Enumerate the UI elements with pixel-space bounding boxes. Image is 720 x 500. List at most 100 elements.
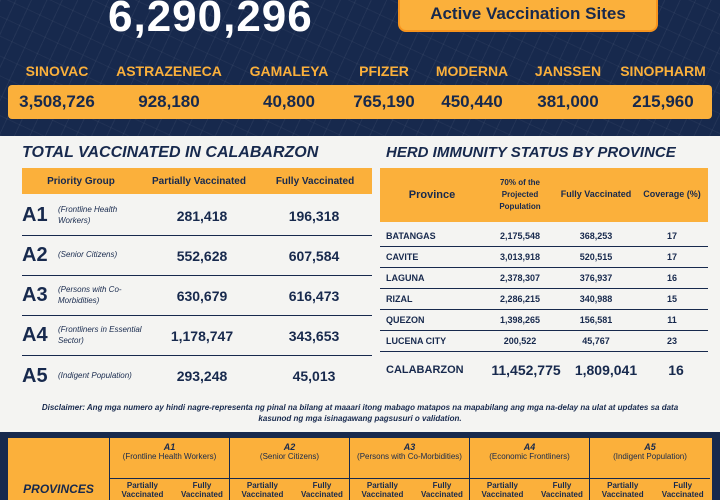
- full-value: 196,318: [288, 207, 340, 224]
- coverage-value: 17: [666, 231, 677, 241]
- full-value: 368,253: [579, 231, 613, 241]
- column-code: A5: [644, 442, 656, 452]
- sub-partial: Partially Vaccinated: [481, 480, 524, 500]
- vaccine-brand-row: SINOVAC ASTRAZENECA GAMALEYA PFIZER MODE…: [8, 57, 712, 127]
- vaccine-name: JANSSEN: [534, 63, 602, 79]
- province-name: RIZAL: [386, 294, 413, 304]
- full-value: 520,515: [579, 252, 613, 262]
- coverage-value: 15: [666, 294, 677, 304]
- province-name: CAVITE: [386, 252, 419, 262]
- projected-value: 2,175,548: [499, 231, 541, 241]
- sub-partial: Partially Vaccinated: [241, 480, 284, 500]
- table-row: QUEZON 1,398,265 156,581 11: [380, 310, 708, 331]
- vaccine-names: SINOVAC ASTRAZENECA GAMALEYA PFIZER MODE…: [8, 57, 712, 85]
- priority-desc: (Senior Citizens): [58, 250, 118, 260]
- coverage-value: 17: [666, 252, 677, 262]
- header-partially-vaccinated: Partially Vaccinated: [152, 175, 246, 187]
- province-name: QUEZON: [386, 315, 425, 325]
- projected-value: 2,286,215: [499, 294, 541, 304]
- sub-full: Fully Vaccinated: [181, 480, 223, 500]
- total-doses-number: 6,290,296: [108, 0, 313, 41]
- column-desc: (Persons with Co-Morbidities): [357, 452, 462, 461]
- full-value: 340,988: [579, 294, 613, 304]
- priority-column: A4 (Economic Frontliners) Partially Vacc…: [470, 438, 590, 500]
- vaccine-value: 381,000: [537, 92, 599, 111]
- coverage-value: 16: [666, 273, 677, 283]
- vaccine-name: GAMALEYA: [249, 63, 329, 79]
- column-desc: (Indigent Population): [613, 452, 687, 461]
- table-row: LAGUNA 2,378,307 376,937 16: [380, 268, 708, 289]
- projected-value: 3,013,918: [499, 252, 541, 262]
- priority-column: A3 (Persons with Co-Morbidities) Partial…: [350, 438, 470, 500]
- projected-value: 2,378,307: [499, 273, 541, 283]
- province-name: BATANGAS: [386, 231, 436, 241]
- top-banner: 6,290,296 Active Vaccination Sites SINOV…: [0, 0, 720, 136]
- column-subheaders: Partially Vaccinated Fully Vaccinated: [110, 477, 229, 500]
- province-table-header: Province 70% of the Projected Population…: [380, 168, 708, 222]
- priority-column: A5 (Indigent Population) Partially Vacci…: [590, 438, 710, 500]
- column-code: A1: [163, 442, 176, 452]
- full-value: 343,653: [288, 327, 340, 344]
- herd-immunity-title: HERD IMMUNITY STATUS BY PROVINCE: [386, 144, 676, 161]
- partial-value: 281,418: [176, 207, 228, 224]
- vaccine-name: ASTRAZENECA: [116, 63, 222, 79]
- priority-desc: (Frontline Health Workers): [58, 205, 118, 225]
- active-sites-label: Active Vaccination Sites: [398, 0, 658, 32]
- priority-desc: (Frontliners in Essential Sector): [58, 325, 142, 345]
- table-row: LUCENA CITY 200,522 45,767 23: [380, 331, 708, 352]
- disclaimer-text: Disclaimer: Ang mga numero ay hindi nagr…: [41, 403, 679, 424]
- column-desc: (Senior Citizens): [259, 452, 320, 461]
- table-row: CAVITE 3,013,918 520,515 17: [380, 247, 708, 268]
- vaccine-name: PFIZER: [359, 63, 409, 79]
- table-row: A2 (Senior Citizens) 552,628 607,584: [22, 236, 372, 276]
- sub-full: Fully Vaccinated: [421, 480, 463, 500]
- priority-code: A3: [22, 284, 48, 306]
- vaccine-value: 215,960: [632, 92, 694, 111]
- region-total-row: CALABARZON 11,452,775 1,809,041 16: [380, 358, 708, 382]
- priority-desc: (Persons with Co-Morbidities): [58, 285, 122, 305]
- total-vaccinated-title: TOTAL VACCINATED IN CALABARZON: [22, 144, 319, 161]
- sub-partial: Partially Vaccinated: [361, 480, 404, 500]
- full-value: 45,767: [582, 336, 610, 346]
- priority-code: A5: [22, 364, 48, 387]
- vaccine-value: 450,440: [441, 92, 503, 111]
- priority-code: A1: [22, 204, 48, 226]
- sub-partial: Partially Vaccinated: [121, 480, 164, 500]
- partial-value: 1,178,747: [170, 327, 234, 344]
- header-province: Province: [408, 189, 456, 201]
- partial-value: 630,679: [176, 287, 228, 304]
- table-row: A4 (Frontliners in Essential Sector) 1,1…: [22, 316, 372, 356]
- column-subheaders: Partially Vaccinated Fully Vaccinated: [230, 477, 349, 500]
- table-row: A1 (Frontline Health Workers) 281,418 19…: [22, 196, 372, 236]
- sub-full: Fully Vaccinated: [541, 480, 583, 500]
- region-projected: 11,452,775: [491, 362, 561, 378]
- header-priority-group: Priority Group: [47, 175, 115, 187]
- sub-full: Fully Vaccinated: [661, 480, 704, 500]
- table-row: A5 (Indigent Population) 293,248 45,013: [22, 356, 372, 396]
- priority-table-body: A1 (Frontline Health Workers) 281,418 19…: [22, 196, 372, 396]
- vaccine-name: SINOPHARM: [620, 63, 706, 79]
- province-name: LUCENA CITY: [386, 336, 447, 346]
- table-row: BATANGAS 2,175,548 368,253 17: [380, 226, 708, 247]
- provinces-label: PROVINCES: [8, 438, 110, 500]
- bottom-panel: PROVINCES A1 (Frontline Health Workers) …: [0, 432, 720, 500]
- region-coverage: 16: [668, 362, 684, 378]
- projected-value: 1,398,265: [499, 315, 541, 325]
- priority-desc: (Indigent Population): [58, 370, 132, 380]
- full-value: 616,473: [288, 287, 340, 304]
- coverage-value: 11: [667, 315, 677, 325]
- header-fully-vaccinated: Fully Vaccinated: [275, 175, 355, 187]
- header-fully: Fully Vaccinated: [560, 189, 632, 200]
- coverage-value: 23: [666, 336, 677, 346]
- header-projected: 70% of the Projected Population: [499, 178, 541, 211]
- table-row: A3 (Persons with Co-Morbidities) 630,679…: [22, 276, 372, 316]
- vaccine-name: MODERNA: [435, 63, 509, 79]
- column-desc: (Economic Frontliners): [489, 452, 570, 461]
- column-code: A3: [403, 442, 416, 452]
- vaccine-values: 3,508,726 928,180 40,800 765,190 450,440…: [8, 85, 712, 119]
- column-code: A4: [523, 442, 536, 452]
- vaccine-value: 928,180: [138, 92, 200, 111]
- column-subheaders: Partially Vaccinated Fully Vaccinated: [590, 477, 710, 500]
- full-value: 376,937: [579, 273, 613, 283]
- vaccine-value: 40,800: [263, 92, 315, 111]
